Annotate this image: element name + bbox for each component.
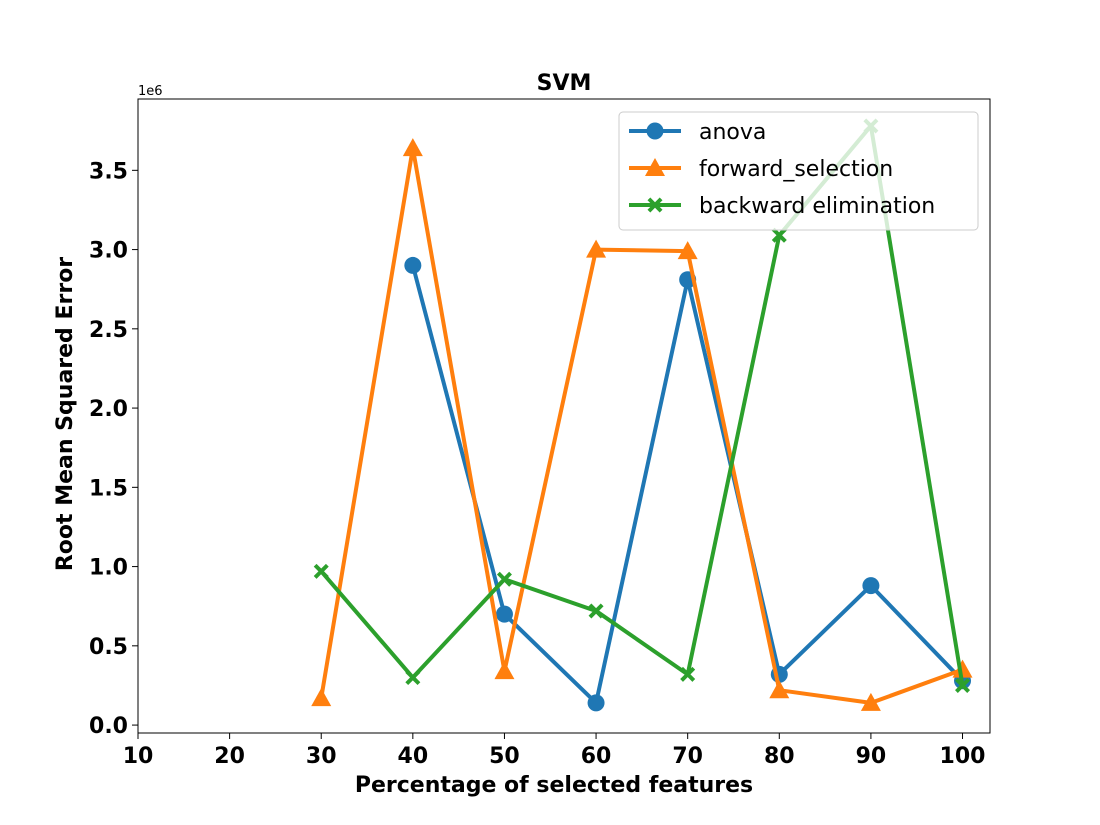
data-point xyxy=(311,688,332,707)
y-axis-offset-label: 1e6 xyxy=(138,84,163,99)
legend-box xyxy=(618,111,979,231)
x-tick-label: 70 xyxy=(672,744,703,769)
data-point xyxy=(402,138,423,157)
data-point xyxy=(677,241,698,260)
legend: anova forward_selection backward eliminati… xyxy=(618,111,979,231)
y-tick-label: 1.0 xyxy=(89,556,128,581)
y-tick-label: 3.5 xyxy=(89,159,128,184)
data-point xyxy=(496,571,512,587)
y-axis: 0.0 0.5 1.0 1.5 2.0 2.5 3.0 3.5 xyxy=(89,159,138,739)
series-layer xyxy=(311,118,973,712)
x-tick-label: 20 xyxy=(214,744,245,769)
legend-marker xyxy=(646,122,664,140)
data-point xyxy=(495,605,513,623)
y-tick-label: 2.5 xyxy=(89,318,128,343)
series-forward-selection xyxy=(311,138,973,711)
data-point xyxy=(862,577,880,595)
data-point xyxy=(588,603,604,619)
data-point xyxy=(769,680,790,699)
series-line xyxy=(410,264,964,705)
x-tick-label: 50 xyxy=(489,744,520,769)
legend-entry: backward elimination xyxy=(629,194,935,219)
x-tick-label: 60 xyxy=(581,744,612,769)
x-tick-label: 10 xyxy=(123,744,154,769)
data-point xyxy=(586,239,607,258)
data-point xyxy=(952,659,973,678)
legend-entry: anova xyxy=(629,120,766,145)
data-point xyxy=(494,661,515,680)
y-tick-label: 1.5 xyxy=(89,476,128,501)
data-point xyxy=(680,666,696,682)
data-point xyxy=(860,692,881,711)
x-tick-label: 30 xyxy=(306,744,337,769)
legend-marker xyxy=(647,197,663,213)
y-axis-label: Root Mean Squared Error xyxy=(53,257,78,571)
legend-label: anova xyxy=(699,120,766,145)
y-tick-label: 3.0 xyxy=(89,239,128,264)
x-tick-label: 80 xyxy=(764,744,795,769)
x-axis: 10 20 30 40 50 60 70 80 90 100 xyxy=(123,733,986,769)
legend-entry: forward_selection xyxy=(629,157,893,182)
data-point xyxy=(955,677,971,693)
x-tick-label: 90 xyxy=(856,744,887,769)
chart-title: SVM xyxy=(537,71,592,96)
x-tick-label: 100 xyxy=(940,744,986,769)
legend-label: forward_selection xyxy=(699,157,893,182)
data-point xyxy=(313,563,329,579)
series-anova xyxy=(404,256,972,712)
x-axis-label: Percentage of selected features xyxy=(355,773,753,798)
plot-frame xyxy=(137,98,991,734)
data-point xyxy=(587,694,605,712)
data-point xyxy=(405,670,421,686)
plot-area xyxy=(137,98,991,734)
series-line xyxy=(319,146,964,705)
y-tick-label: 2.0 xyxy=(89,397,128,422)
data-point xyxy=(404,256,422,274)
data-point xyxy=(771,227,787,243)
y-tick-label: 0.0 xyxy=(89,714,128,739)
legend-marker xyxy=(645,158,665,176)
legend-label: backward elimination xyxy=(699,194,935,219)
x-tick-label: 40 xyxy=(398,744,429,769)
y-tick-label: 0.5 xyxy=(89,635,128,660)
